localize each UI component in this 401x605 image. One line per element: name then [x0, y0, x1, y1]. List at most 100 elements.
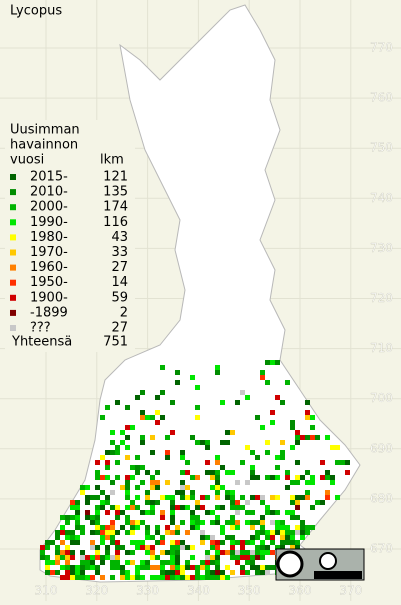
square [290, 445, 295, 450]
square [215, 550, 220, 555]
square [80, 555, 85, 560]
square [310, 425, 315, 430]
square [295, 525, 300, 530]
square [120, 510, 125, 515]
square [65, 530, 70, 535]
square [215, 455, 220, 460]
square [250, 520, 255, 525]
square [265, 530, 270, 535]
square [300, 520, 305, 525]
square [170, 530, 175, 535]
legend-count: 14 [111, 275, 128, 290]
square [150, 510, 155, 515]
square [175, 550, 180, 555]
square [280, 520, 285, 525]
square [60, 550, 65, 555]
square [145, 550, 150, 555]
square [295, 460, 300, 465]
square [205, 535, 210, 540]
square [95, 475, 100, 480]
legend-label: 2015- [30, 170, 68, 185]
square [125, 495, 130, 500]
square [130, 525, 135, 530]
square [110, 490, 115, 495]
legend-label: 2000- [30, 200, 68, 215]
square [150, 475, 155, 480]
square [255, 495, 260, 500]
square [175, 555, 180, 560]
square [170, 550, 175, 555]
square [295, 540, 300, 545]
square [80, 530, 85, 535]
square [230, 535, 235, 540]
square [255, 455, 260, 460]
legend-count: 27 [111, 260, 128, 275]
square [75, 500, 80, 505]
square [185, 505, 190, 510]
square [75, 510, 80, 515]
square [140, 565, 145, 570]
square [265, 475, 270, 480]
square [125, 435, 130, 440]
square [230, 545, 235, 550]
square [70, 530, 75, 535]
square [260, 425, 265, 430]
square [250, 465, 255, 470]
square [230, 490, 235, 495]
square [250, 565, 255, 570]
square [75, 520, 80, 525]
square [205, 575, 210, 580]
square [245, 500, 250, 505]
square [155, 410, 160, 415]
square [95, 495, 100, 500]
square [130, 540, 135, 545]
square [255, 550, 260, 555]
x-grid-label: 340 [187, 584, 210, 598]
square [140, 410, 145, 415]
square [285, 380, 290, 385]
square [190, 375, 195, 380]
square [275, 395, 280, 400]
square [195, 515, 200, 520]
square [260, 500, 265, 505]
square [105, 500, 110, 505]
square [135, 495, 140, 500]
square [95, 565, 100, 570]
square [125, 475, 130, 480]
square [80, 485, 85, 490]
y-grid-label: 720 [370, 291, 393, 305]
square [205, 470, 210, 475]
square [200, 440, 205, 445]
square [95, 550, 100, 555]
square [205, 445, 210, 450]
square [170, 495, 175, 500]
square [145, 415, 150, 420]
square [255, 520, 260, 525]
square [155, 480, 160, 485]
square [100, 575, 105, 580]
square [130, 520, 135, 525]
square [245, 445, 250, 450]
square [145, 500, 150, 505]
square [70, 540, 75, 545]
square [60, 515, 65, 520]
square [115, 445, 120, 450]
square [165, 530, 170, 535]
square [270, 535, 275, 540]
square [180, 480, 185, 485]
square [190, 495, 195, 500]
square [170, 500, 175, 505]
square [315, 435, 320, 440]
square [105, 530, 110, 535]
square [115, 450, 120, 455]
square [125, 520, 130, 525]
square [100, 415, 105, 420]
square [125, 405, 130, 410]
square [305, 495, 310, 500]
square [65, 545, 70, 550]
square [275, 465, 280, 470]
square [130, 530, 135, 535]
legend-background [5, 120, 135, 352]
square [305, 525, 310, 530]
square [180, 505, 185, 510]
